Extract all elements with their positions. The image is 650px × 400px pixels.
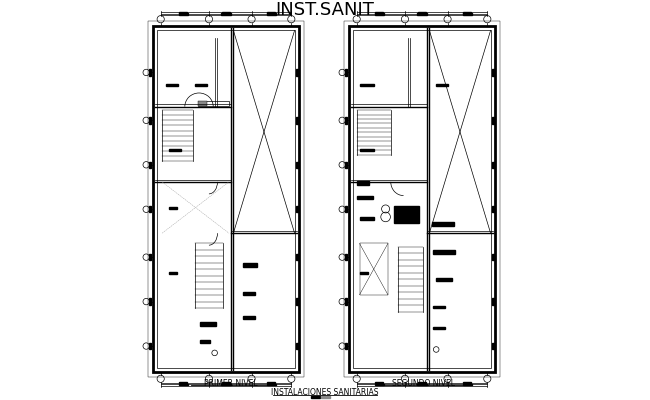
- Bar: [166, 84, 178, 86]
- Bar: [243, 316, 255, 319]
- Text: PRIMER NIVEL: PRIMER NIVEL: [204, 379, 258, 388]
- Bar: [376, 12, 384, 13]
- Text: INST.SANIT: INST.SANIT: [276, 1, 374, 19]
- Bar: [418, 382, 426, 383]
- Bar: [463, 12, 471, 13]
- Bar: [357, 181, 369, 185]
- Bar: [374, 384, 384, 385]
- Bar: [200, 322, 216, 326]
- Bar: [296, 162, 298, 168]
- Bar: [345, 298, 347, 305]
- Bar: [179, 13, 188, 15]
- Bar: [153, 26, 300, 372]
- Bar: [296, 69, 298, 76]
- Bar: [434, 306, 445, 308]
- Bar: [169, 149, 181, 151]
- Bar: [359, 149, 374, 151]
- Bar: [267, 382, 276, 383]
- Bar: [243, 264, 257, 267]
- Bar: [357, 196, 372, 199]
- Bar: [492, 298, 494, 305]
- Bar: [417, 384, 427, 385]
- Bar: [463, 13, 473, 15]
- Bar: [321, 396, 330, 398]
- Bar: [463, 384, 473, 385]
- Bar: [418, 12, 426, 13]
- Bar: [200, 340, 211, 343]
- Bar: [179, 12, 187, 13]
- Bar: [376, 382, 384, 383]
- Bar: [436, 84, 448, 86]
- Bar: [345, 206, 347, 212]
- Text: SEGUNDO NIVEL: SEGUNDO NIVEL: [391, 379, 454, 388]
- Bar: [267, 12, 276, 13]
- Bar: [198, 101, 229, 106]
- Bar: [150, 298, 151, 305]
- Bar: [345, 343, 347, 349]
- Bar: [463, 382, 471, 383]
- Bar: [436, 278, 452, 281]
- Bar: [221, 384, 231, 385]
- Bar: [266, 13, 276, 15]
- Bar: [345, 69, 347, 76]
- Bar: [150, 162, 151, 168]
- Bar: [169, 272, 177, 274]
- Bar: [148, 21, 304, 377]
- Bar: [221, 13, 231, 15]
- Bar: [492, 162, 494, 168]
- Bar: [157, 30, 294, 368]
- Bar: [354, 30, 491, 368]
- Bar: [344, 21, 500, 377]
- Text: INSTALACIONES SANITARIAS: INSTALACIONES SANITARIAS: [271, 388, 379, 397]
- Bar: [296, 298, 298, 305]
- Bar: [434, 250, 456, 254]
- Bar: [150, 69, 151, 76]
- Bar: [417, 13, 427, 15]
- Bar: [492, 343, 494, 349]
- Bar: [296, 343, 298, 349]
- Bar: [266, 384, 276, 385]
- Bar: [492, 206, 494, 212]
- Bar: [345, 162, 347, 168]
- Bar: [150, 343, 151, 349]
- Bar: [492, 254, 494, 260]
- Bar: [169, 207, 177, 209]
- Bar: [198, 101, 207, 106]
- Bar: [150, 117, 151, 124]
- Bar: [359, 244, 388, 295]
- Bar: [359, 217, 374, 220]
- Bar: [150, 254, 151, 260]
- Bar: [222, 12, 230, 13]
- Bar: [195, 84, 207, 86]
- Bar: [492, 117, 494, 124]
- Bar: [179, 384, 188, 385]
- Bar: [432, 222, 454, 226]
- Bar: [359, 84, 374, 86]
- Bar: [345, 254, 347, 260]
- Bar: [359, 272, 367, 274]
- Bar: [150, 206, 151, 212]
- Bar: [434, 326, 445, 329]
- Bar: [296, 117, 298, 124]
- Bar: [311, 396, 320, 398]
- Bar: [348, 26, 495, 372]
- Bar: [296, 206, 298, 212]
- Bar: [345, 117, 347, 124]
- Bar: [243, 292, 255, 295]
- Bar: [374, 13, 384, 15]
- Bar: [222, 382, 230, 383]
- Bar: [179, 382, 187, 383]
- Bar: [492, 69, 494, 76]
- Bar: [296, 254, 298, 260]
- Bar: [394, 206, 419, 223]
